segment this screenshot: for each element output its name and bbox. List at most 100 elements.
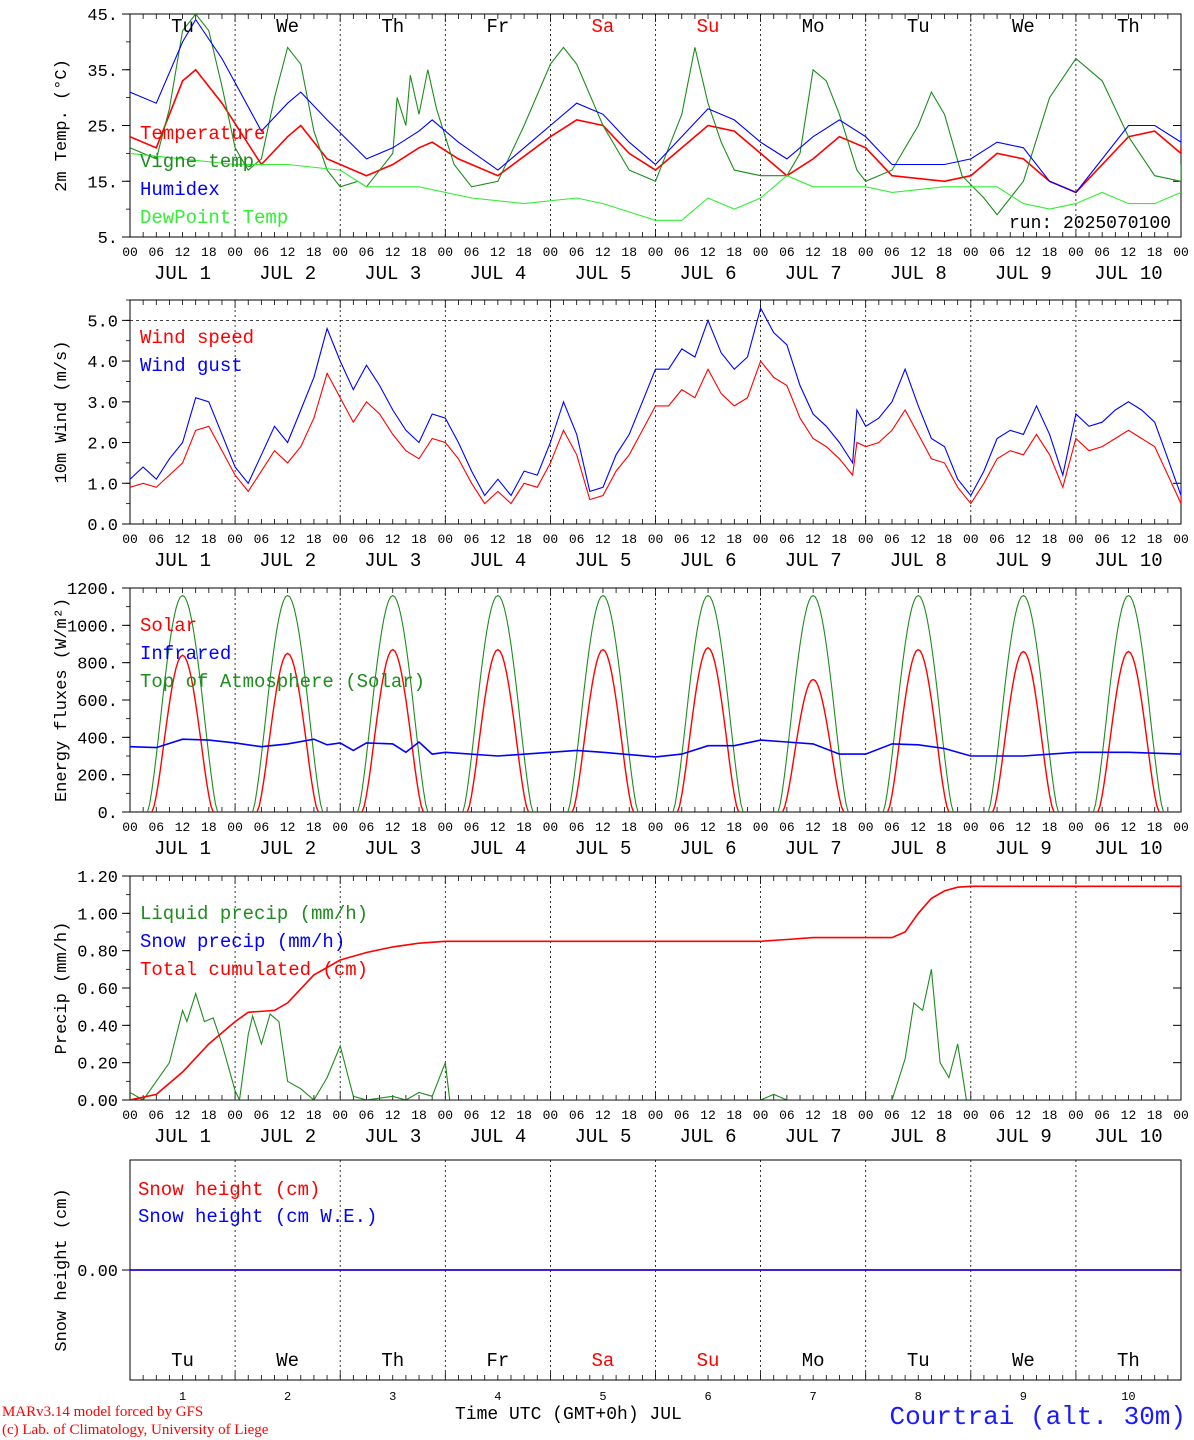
series-line [130,18,1181,194]
day-number: 10 [1121,1390,1135,1404]
hour-tick-label: 06 [884,532,900,547]
hour-tick-label: 06 [148,245,164,260]
series-line [130,152,1181,221]
hour-tick-label: 18 [1042,820,1058,835]
hour-tick-label: 12 [385,245,401,260]
hour-tick-label: 12 [910,1108,926,1123]
series-solar-line [130,646,1181,812]
day-name-bottom: Su [697,1350,720,1372]
day-name-top: Tu [171,16,194,38]
hour-tick-label: 00 [1173,532,1189,547]
y-tick-label: 5.0 [87,313,118,332]
hour-tick-label: 18 [832,532,848,547]
hour-tick-label: 00 [122,1108,138,1123]
hour-tick-label: 00 [122,532,138,547]
day-name-top: Mo [802,16,825,38]
hour-tick-label: 06 [148,820,164,835]
hour-tick-label: 00 [543,820,559,835]
hour-tick-label: 06 [464,245,480,260]
hour-tick-label: 00 [332,1108,348,1123]
hour-tick-label: 00 [648,532,664,547]
y-tick-label: 1.20 [77,869,118,888]
date-label: JUL 9 [995,263,1052,285]
y-tick-label: 2.0 [87,436,118,455]
hour-tick-label: 00 [963,820,979,835]
hour-tick-label: 06 [569,245,585,260]
hour-tick-label: 06 [359,1108,375,1123]
day-name-bottom: Tu [171,1350,194,1372]
hour-tick-label: 12 [385,532,401,547]
hour-tick-label: 12 [175,820,191,835]
hour-tick-label: 00 [858,820,874,835]
hour-tick-label: 18 [411,1108,427,1123]
hour-tick-label: 06 [359,820,375,835]
date-label: JUL 1 [154,263,211,285]
day-number: 6 [704,1390,711,1404]
hour-tick-label: 06 [1094,1108,1110,1123]
hour-tick-label: 00 [753,245,769,260]
hour-tick-label: 06 [779,820,795,835]
legend-entry: Wind gust [140,355,243,377]
hour-tick-label: 06 [254,532,270,547]
panel-radiation: 0. 200. 400. 600. 800. 1000. 1200.Energy fluxe… [53,581,1189,860]
y-tick-label: 4.0 [87,354,118,373]
station-name: Courtrai (alt. 30m) [889,1402,1186,1432]
legend-entry: Solar [140,615,197,637]
hour-tick-label: 12 [700,532,716,547]
day-name-bottom: Mo [802,1350,825,1372]
date-label: JUL 10 [1094,838,1162,860]
date-label: JUL 10 [1094,1126,1162,1148]
hour-tick-label: 12 [805,532,821,547]
hour-tick-label: 18 [516,820,532,835]
hour-tick-label: 00 [437,245,453,260]
date-label: JUL 9 [995,838,1052,860]
hour-tick-label: 00 [1068,820,1084,835]
hour-tick-label: 12 [1016,1108,1032,1123]
legend-entry: Liquid precip (mm/h) [140,903,368,925]
hour-tick-label: 06 [359,532,375,547]
hour-tick-label: 18 [727,820,743,835]
series-line [130,885,1181,1100]
hour-tick-label: 12 [1016,820,1032,835]
hour-tick-label: 00 [648,245,664,260]
hour-tick-label: 00 [1068,1108,1084,1123]
legend-entry: Total cumulated (cm) [140,959,368,981]
day-number: 2 [284,1390,291,1404]
y-tick-label: 800. [77,656,118,675]
date-label: JUL 2 [259,838,316,860]
hour-tick-label: 18 [937,245,953,260]
hour-tick-label: 00 [648,1108,664,1123]
hour-tick-label: 12 [1016,245,1032,260]
hour-tick-label: 00 [753,532,769,547]
y-tick-label: 3.0 [87,395,118,414]
hour-tick-label: 06 [464,820,480,835]
hour-tick-label: 18 [727,245,743,260]
series-toa-line [130,594,1181,812]
hour-tick-label: 00 [122,245,138,260]
hour-tick-label: 18 [411,820,427,835]
day-name-top: We [1012,16,1035,38]
series-line [130,14,1181,216]
hour-tick-label: 18 [306,245,322,260]
hour-tick-label: 18 [306,532,322,547]
date-label: JUL 6 [680,1126,737,1148]
hour-tick-label: 12 [595,820,611,835]
y-tick-label: 0.00 [77,1093,118,1112]
hour-tick-label: 18 [306,820,322,835]
hour-tick-label: 06 [1094,820,1110,835]
hour-tick-label: 18 [1147,1108,1163,1123]
date-label: JUL 3 [364,1126,421,1148]
hour-tick-label: 00 [543,245,559,260]
hour-tick-label: 00 [1173,245,1189,260]
date-label: JUL 10 [1094,263,1162,285]
hour-tick-label: 06 [989,820,1005,835]
hour-tick-label: 06 [1094,245,1110,260]
date-label: JUL 8 [890,1126,947,1148]
date-label: JUL 4 [469,838,526,860]
day-name-bottom: Th [381,1350,404,1372]
hour-tick-label: 12 [280,1108,296,1123]
hour-tick-label: 18 [201,532,217,547]
hour-tick-label: 18 [937,1108,953,1123]
date-label: JUL 6 [680,550,737,572]
